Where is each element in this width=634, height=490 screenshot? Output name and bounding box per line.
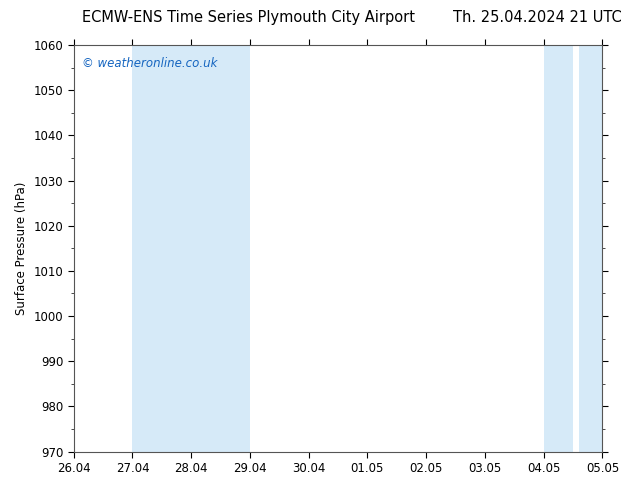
- Bar: [543, 45, 573, 452]
- Text: © weatheronline.co.uk: © weatheronline.co.uk: [82, 57, 217, 70]
- Y-axis label: Surface Pressure (hPa): Surface Pressure (hPa): [15, 182, 28, 315]
- Bar: [579, 45, 602, 452]
- Text: ECMW-ENS Time Series Plymouth City Airport: ECMW-ENS Time Series Plymouth City Airpo…: [82, 10, 415, 25]
- Text: Th. 25.04.2024 21 UTC: Th. 25.04.2024 21 UTC: [453, 10, 621, 25]
- Bar: [191, 45, 250, 452]
- Bar: [133, 45, 191, 452]
